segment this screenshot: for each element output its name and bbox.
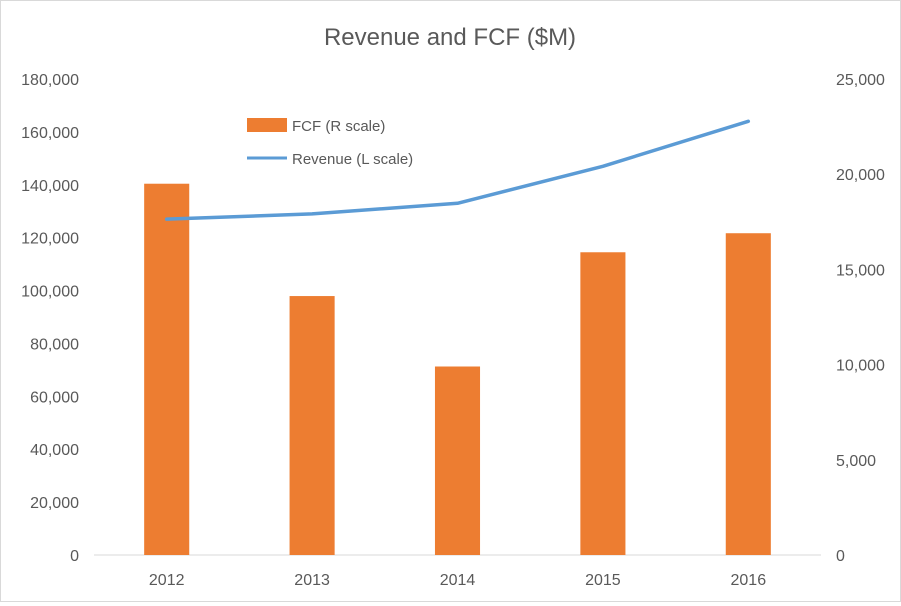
y-left-tick-label: 180,000	[21, 72, 79, 89]
y-left-tick-label: 160,000	[21, 125, 79, 142]
fcf-bars	[144, 184, 771, 555]
x-tick-label: 2014	[440, 572, 476, 589]
fcf-bar	[144, 184, 189, 555]
legend-swatch-fcf	[247, 118, 287, 132]
fcf-bar	[290, 296, 335, 555]
y-right-tick-label: 20,000	[836, 167, 885, 184]
y-left-tick-label: 80,000	[30, 336, 79, 353]
y-left-tick-label: 120,000	[21, 231, 79, 248]
y-left-tick-label: 20,000	[30, 495, 79, 512]
legend-label-fcf: FCF (R scale)	[292, 118, 385, 135]
fcf-bar	[580, 252, 625, 555]
revenue-series-line	[167, 121, 749, 219]
y-right-tick-label: 15,000	[836, 262, 885, 279]
y-left-tick-label: 100,000	[21, 284, 79, 301]
y-right-tick-label: 5,000	[836, 453, 876, 470]
chart-title: Revenue and FCF ($M)	[324, 24, 576, 51]
y-left-tick-label: 60,000	[30, 389, 79, 406]
x-tick-label: 2015	[585, 572, 621, 589]
legend: FCF (R scale) Revenue (L scale)	[247, 118, 413, 168]
legend-label-revenue: Revenue (L scale)	[292, 151, 413, 168]
y-right-tick-label: 0	[836, 548, 845, 565]
y-left-tick-label: 0	[70, 548, 79, 565]
y-left-tick-label: 40,000	[30, 442, 79, 459]
revenue-line	[167, 121, 749, 219]
x-tick-label: 2012	[149, 572, 185, 589]
fcf-bar	[435, 367, 480, 555]
y-left-tick-label: 140,000	[21, 178, 79, 195]
y-right-tick-label: 25,000	[836, 72, 885, 89]
x-tick-label: 2016	[731, 572, 767, 589]
x-tick-label: 2013	[294, 572, 330, 589]
fcf-bar	[726, 233, 771, 555]
y-right-tick-label: 10,000	[836, 358, 885, 375]
